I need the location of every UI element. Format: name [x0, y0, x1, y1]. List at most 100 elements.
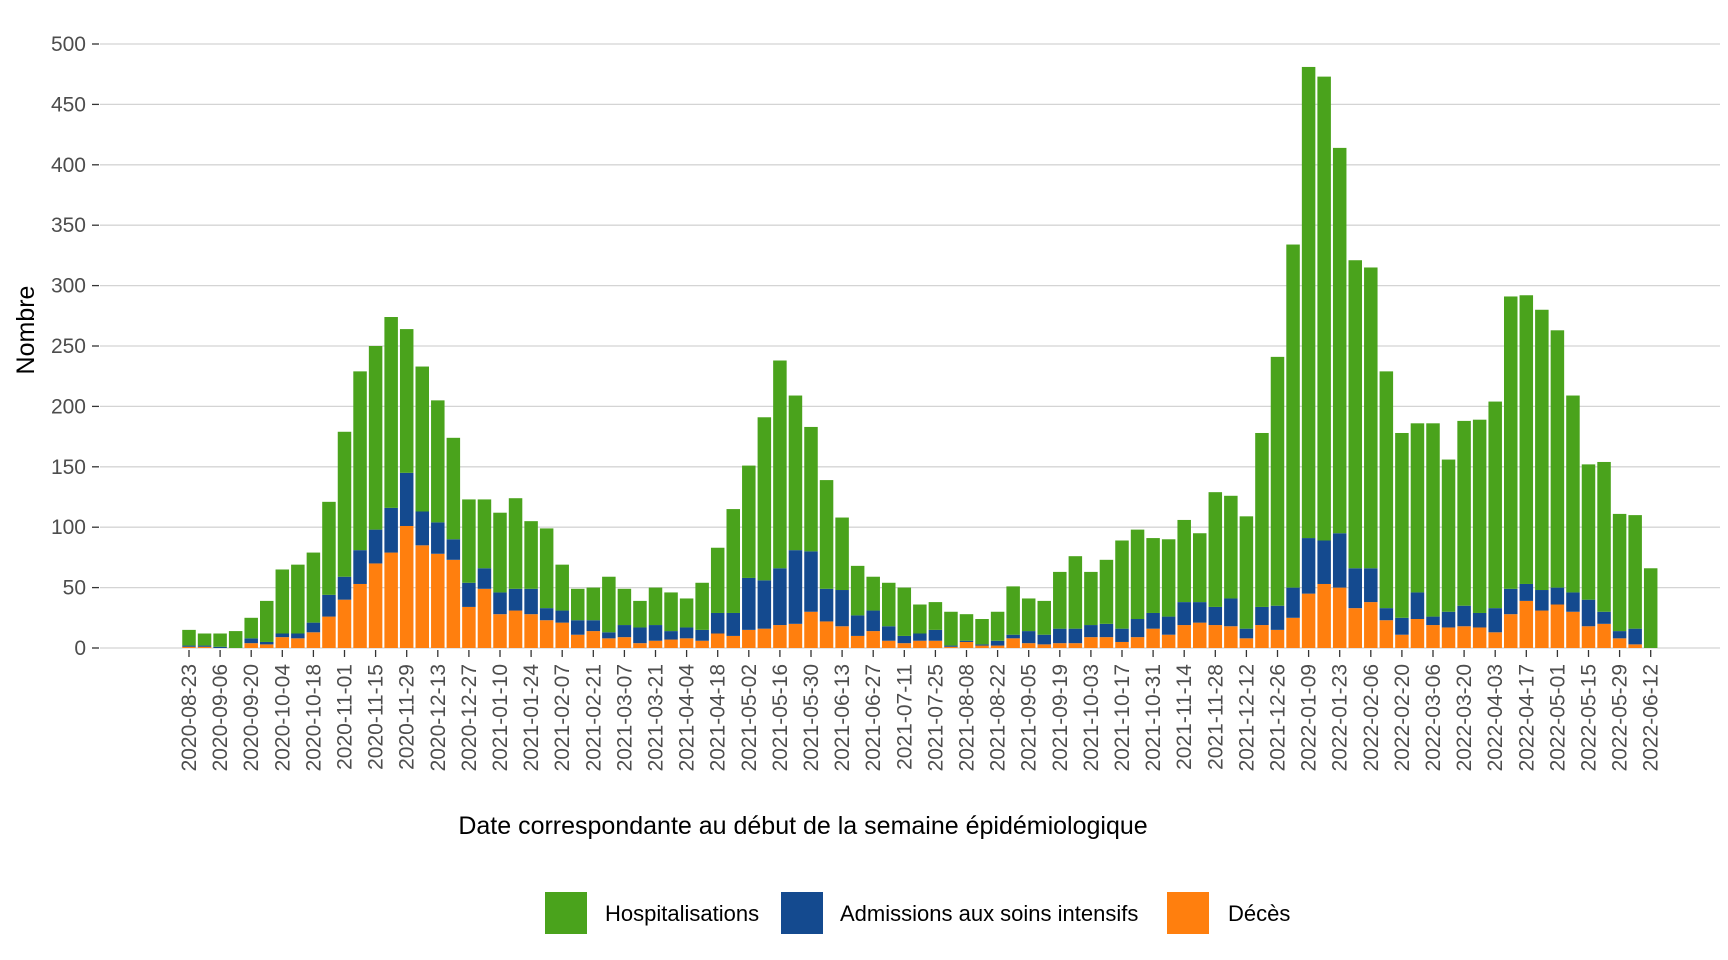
bar-admissions-aux-soins-intensifs-2022-03-20 [1457, 605, 1471, 627]
bar-deces-2021-08-29 [1006, 638, 1020, 648]
bar-deces-2022-01-16 [1317, 583, 1331, 648]
bar-deces-2020-11-22 [384, 552, 398, 648]
x-tick-label: 2021-07-11 [893, 664, 916, 770]
legend-label: Admissions aux soins intensifs [840, 901, 1138, 926]
bar-hospitalisations-2021-09-12 [1037, 600, 1051, 635]
bar-hospitalisations-2022-05-08 [1566, 395, 1580, 593]
bar-hospitalisations-2020-12-06 [415, 366, 429, 512]
bar-admissions-aux-soins-intensifs-2022-05-08 [1566, 592, 1580, 612]
bar-admissions-aux-soins-intensifs-2021-02-21 [586, 620, 601, 632]
bar-admissions-aux-soins-intensifs-2021-04-18 [710, 612, 725, 634]
bar-hospitalisations-2021-02-21 [586, 587, 601, 621]
bar-hospitalisations-2022-06-05 [1628, 515, 1642, 629]
bar-admissions-aux-soins-intensifs-2021-05-02 [742, 577, 756, 630]
bar-hospitalisations-2021-01-24 [524, 521, 538, 589]
bar-deces-2021-04-11 [695, 640, 709, 648]
bar-deces-2021-10-03 [1084, 637, 1098, 648]
bar-admissions-aux-soins-intensifs-2021-10-17 [1115, 628, 1129, 642]
bar-admissions-aux-soins-intensifs-2022-03-13 [1441, 611, 1456, 628]
bar-hospitalisations-2022-05-01 [1550, 330, 1565, 588]
bar-hospitalisations-2020-10-18 [306, 552, 321, 623]
bar-admissions-aux-soins-intensifs-2020-12-13 [431, 522, 445, 554]
x-tick-label: 2022-02-06 [1360, 664, 1383, 771]
bar-deces-2021-08-22 [990, 645, 1005, 648]
bar-hospitalisations-2021-11-28 [1208, 492, 1223, 607]
bar-hospitalisations-2021-10-31 [1146, 538, 1160, 613]
bar-hospitalisations-2021-12-19 [1255, 432, 1269, 607]
x-tick-label: 2021-06-13 [831, 664, 854, 771]
bar-hospitalisations-2022-02-06 [1364, 267, 1378, 569]
x-axis-title: Date correspondante au début de la semai… [458, 812, 1147, 840]
bar-admissions-aux-soins-intensifs-2020-12-06 [415, 511, 429, 546]
bar-hospitalisations-2021-10-10 [1099, 559, 1114, 624]
bar-admissions-aux-soins-intensifs-2021-02-07 [555, 610, 569, 623]
bar-hospitalisations-2021-05-16 [773, 360, 787, 569]
y-tick-label: 100 [51, 516, 86, 539]
x-tick-label: 2021-06-27 [862, 664, 885, 771]
bar-deces-2021-04-04 [679, 638, 694, 648]
bar-deces-2021-02-14 [571, 634, 585, 648]
bar-admissions-aux-soins-intensifs-2021-12-19 [1255, 606, 1269, 626]
x-tick-label: 2022-06-12 [1640, 664, 1663, 771]
bar-admissions-aux-soins-intensifs-2021-08-15 [975, 644, 989, 646]
bar-deces-2021-05-23 [788, 623, 803, 648]
legend-swatch [781, 892, 823, 934]
bar-admissions-aux-soins-intensifs-2020-11-22 [384, 507, 398, 553]
x-tick-label: 2021-11-14 [1173, 664, 1196, 770]
bar-deces-2022-01-23 [1332, 587, 1347, 648]
bar-deces-2022-03-06 [1426, 625, 1440, 648]
bar-admissions-aux-soins-intensifs-2021-07-11 [897, 635, 912, 644]
bar-admissions-aux-soins-intensifs-2021-04-25 [726, 612, 740, 636]
bar-deces-2022-04-03 [1488, 632, 1502, 648]
bar-admissions-aux-soins-intensifs-2021-09-12 [1037, 634, 1051, 645]
bar-hospitalisations-2021-07-25 [928, 602, 943, 630]
bar-hospitalisations-2020-08-23 [182, 629, 196, 646]
x-tick-label: 2022-01-23 [1329, 664, 1352, 771]
x-tick-label: 2020-09-20 [240, 664, 263, 771]
bar-admissions-aux-soins-intensifs-2020-09-06 [213, 646, 227, 648]
bar-hospitalisations-2021-02-14 [571, 588, 585, 621]
bar-admissions-aux-soins-intensifs-2022-01-02 [1286, 587, 1300, 618]
bar-hospitalisations-2020-09-13 [228, 631, 243, 648]
bar-hospitalisations-2022-02-20 [1395, 432, 1409, 618]
bars [182, 66, 1658, 648]
bar-hospitalisations-2020-09-06 [213, 633, 227, 647]
bar-hospitalisations-2022-01-23 [1332, 147, 1347, 534]
bar-deces-2021-05-09 [757, 628, 772, 648]
bar-deces-2020-08-23 [182, 646, 196, 648]
bar-hospitalisations-2022-04-10 [1504, 296, 1518, 589]
bar-deces-2022-05-15 [1581, 626, 1596, 648]
bar-hospitalisations-2021-07-18 [913, 604, 927, 634]
bar-admissions-aux-soins-intensifs-2022-01-23 [1332, 533, 1347, 588]
bar-admissions-aux-soins-intensifs-2020-10-04 [275, 633, 290, 638]
bar-admissions-aux-soins-intensifs-2020-11-15 [368, 529, 383, 564]
bar-deces-2020-10-11 [291, 638, 305, 648]
bar-hospitalisations-2022-01-02 [1286, 244, 1300, 588]
bar-hospitalisations-2021-01-03 [477, 499, 492, 569]
bar-hospitalisations-2021-05-23 [788, 395, 803, 551]
bar-hospitalisations-2020-11-08 [353, 371, 367, 551]
bar-deces-2021-10-31 [1146, 628, 1160, 648]
bar-deces-2020-12-06 [415, 545, 429, 648]
bar-hospitalisations-2021-07-11 [897, 587, 912, 636]
bar-deces-2021-07-25 [928, 640, 943, 648]
bar-hospitalisations-2020-12-27 [462, 499, 476, 583]
bar-deces-2022-04-17 [1519, 600, 1534, 648]
x-tick-label: 2021-10-03 [1080, 664, 1103, 771]
bar-hospitalisations-2022-04-17 [1519, 295, 1534, 584]
bar-hospitalisations-2021-01-31 [539, 528, 554, 609]
bar-admissions-aux-soins-intensifs-2021-01-24 [524, 588, 538, 615]
bar-admissions-aux-soins-intensifs-2021-01-10 [493, 592, 507, 615]
x-tick-label: 2020-11-01 [334, 664, 357, 770]
bar-deces-2021-01-10 [493, 614, 507, 648]
bar-deces-2021-08-01 [944, 646, 958, 648]
bar-deces-2021-12-12 [1239, 638, 1254, 648]
x-tick-label: 2022-01-09 [1298, 664, 1321, 771]
bar-admissions-aux-soins-intensifs-2021-09-26 [1068, 628, 1083, 644]
bar-hospitalisations-2021-04-25 [726, 509, 740, 613]
bar-deces-2021-01-24 [524, 614, 538, 648]
x-tick-label: 2022-05-15 [1578, 664, 1601, 771]
x-tick-label: 2021-03-07 [613, 664, 636, 771]
